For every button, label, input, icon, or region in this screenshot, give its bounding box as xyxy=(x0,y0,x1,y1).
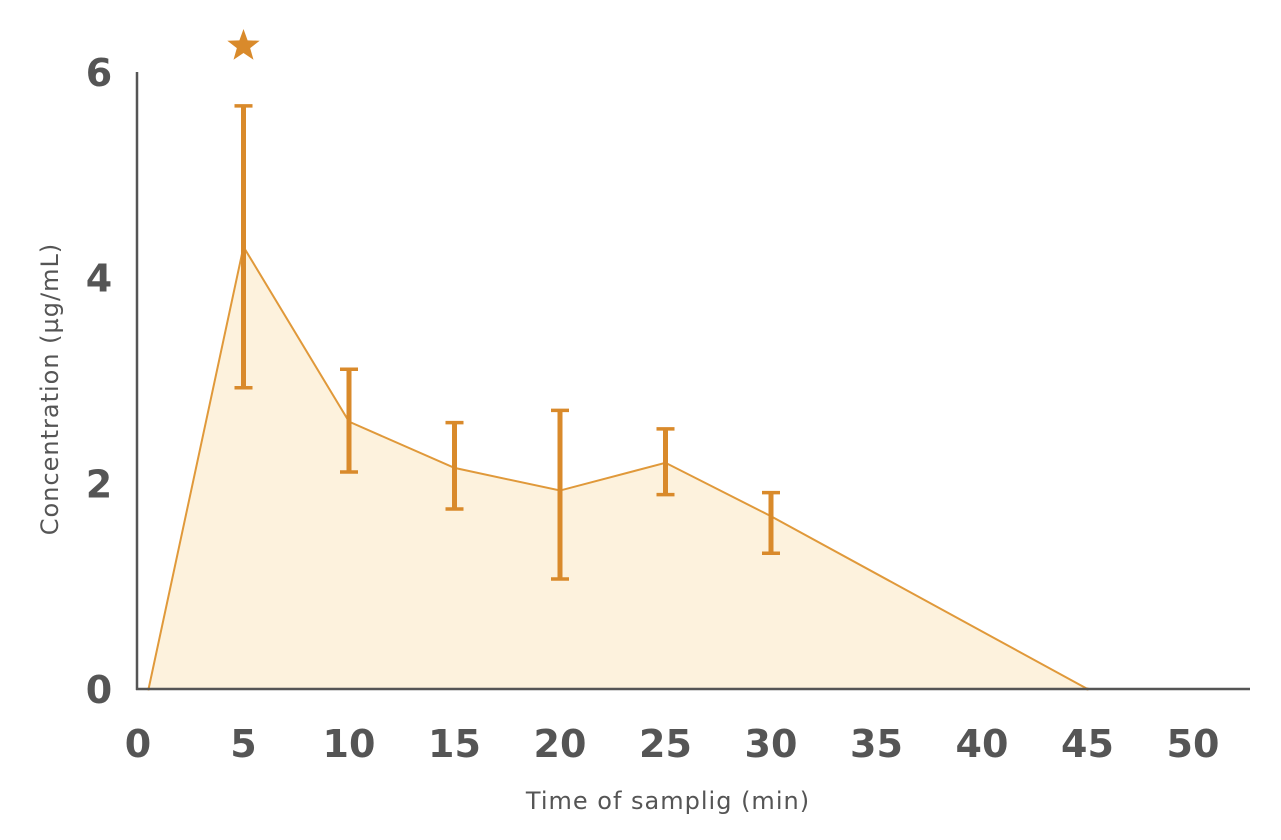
x-tick-label: 40 xyxy=(956,722,1009,766)
y-tick-label: 0 xyxy=(86,668,112,712)
y-tick-label: 6 xyxy=(86,51,112,95)
series-line xyxy=(147,244,1088,690)
y-tick-labels: 0 2 4 6 xyxy=(86,51,112,712)
x-axis-title: Time of samplig (min) xyxy=(525,787,810,815)
error-bar xyxy=(445,420,464,511)
area-layer xyxy=(147,244,1089,691)
axes-layer xyxy=(135,72,1250,691)
x-tick-label: 5 xyxy=(230,722,256,766)
error-bar xyxy=(656,427,675,497)
x-tick-label: 25 xyxy=(639,722,692,766)
series-area-fill xyxy=(148,246,1088,690)
y-tick-label: 4 xyxy=(86,257,112,301)
error-bars-layer xyxy=(234,104,780,581)
x-tick-label: 35 xyxy=(850,722,903,766)
error-bar xyxy=(234,104,253,390)
x-tick-label: 30 xyxy=(745,722,798,766)
x-tick-label: 45 xyxy=(1061,722,1114,766)
y-axis-title: Concentration (µg/mL) xyxy=(36,243,64,535)
error-bar xyxy=(762,490,780,556)
x-tick-label: 0 xyxy=(125,722,151,766)
x-tick-labels: 0 5 10 15 20 25 30 35 40 45 50 xyxy=(125,722,1220,766)
x-tick-label: 10 xyxy=(323,722,376,766)
significance-star-icon xyxy=(227,29,260,60)
error-bar xyxy=(340,367,358,474)
annotations-layer xyxy=(227,29,260,60)
x-tick-label: 15 xyxy=(428,722,481,766)
x-tick-label: 50 xyxy=(1167,722,1220,766)
y-tick-label: 2 xyxy=(86,462,112,506)
error-bar xyxy=(551,408,569,581)
x-tick-label: 20 xyxy=(534,722,587,766)
